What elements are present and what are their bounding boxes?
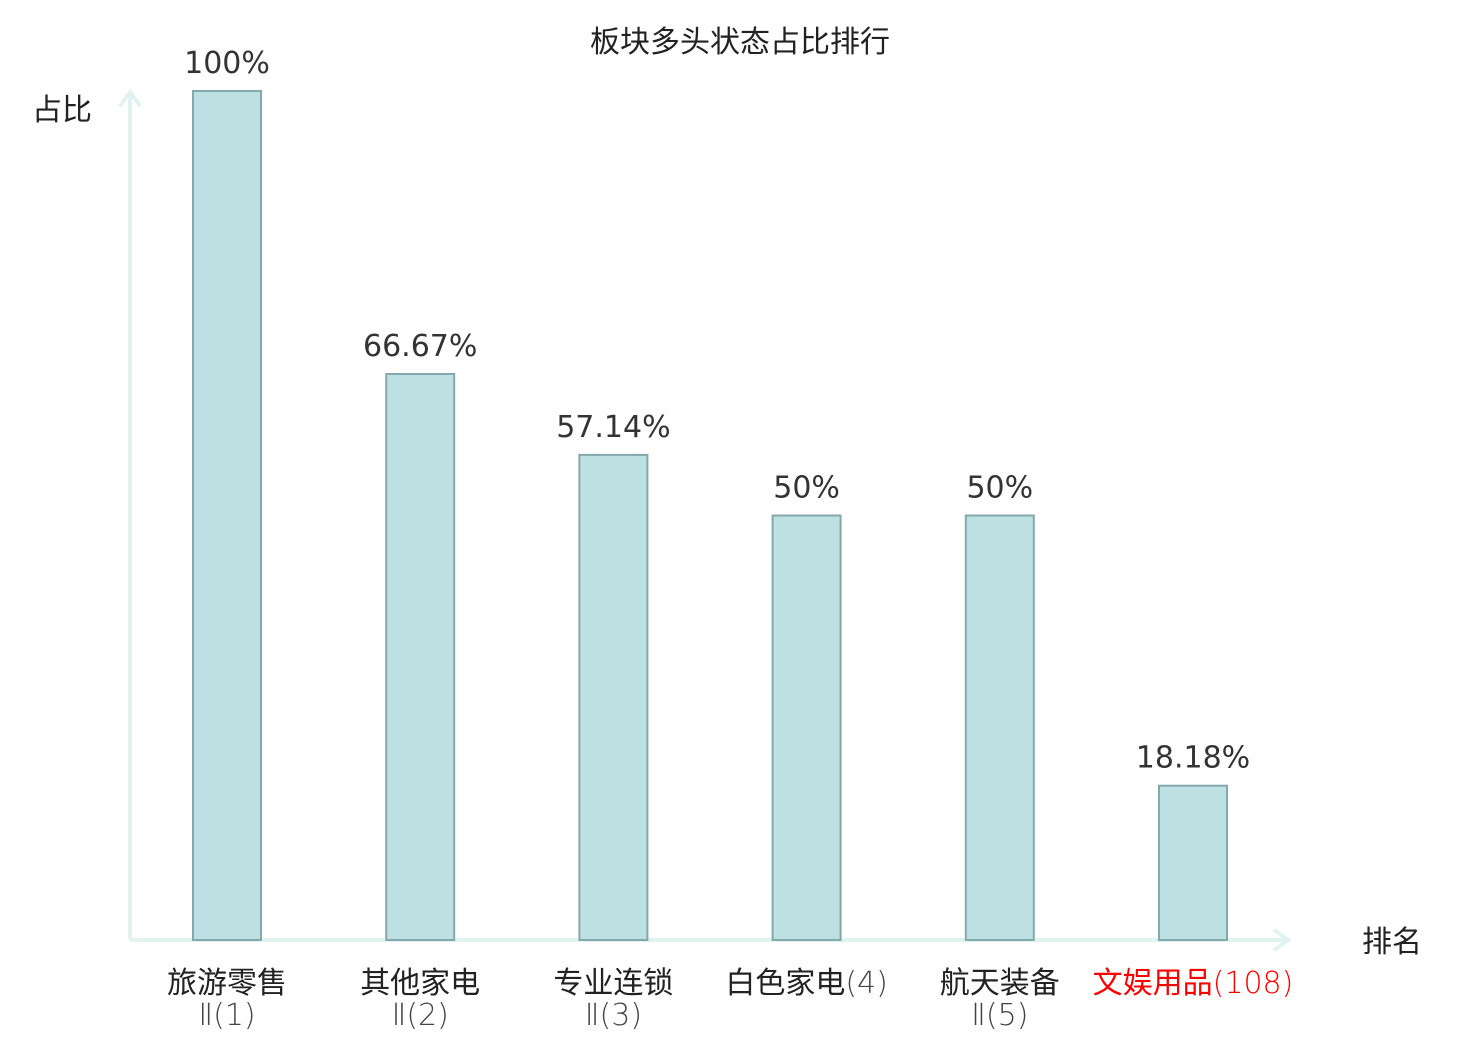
bar-value-label: 57.14%: [556, 410, 670, 445]
bar-value-label: 50%: [773, 471, 840, 506]
bar-value-label: 66.67%: [363, 329, 477, 364]
x-axis-arrow: [1272, 928, 1292, 952]
bar: [578, 453, 649, 941]
category-label: 白色家电(4): [725, 966, 888, 1001]
bar: [385, 373, 456, 941]
category-label: 文娱用品(108): [1093, 966, 1294, 1001]
category-label: 专业连锁: [553, 966, 673, 1001]
y-axis-arrow: [118, 88, 142, 108]
value-labels: 100% 66.67% 57.14% 50% 50% 18.18%: [184, 46, 1250, 776]
chart-title: 板块多头状态占比排行: [590, 25, 890, 60]
category-label: 其他家电: [360, 966, 480, 1001]
category-rank-label: Ⅱ(3): [585, 998, 642, 1033]
category-rank-label: Ⅱ(1): [198, 998, 255, 1033]
bar: [771, 514, 842, 941]
bar: [1158, 784, 1228, 942]
y-axis-label: 占比: [32, 93, 92, 128]
category-label: 航天装备: [940, 966, 1060, 1001]
category-label: 旅游零售: [167, 966, 287, 1001]
bars: [192, 90, 1228, 942]
bar: [192, 90, 262, 941]
bar-value-label: 18.18%: [1136, 741, 1250, 776]
category-rank-label: Ⅱ(2): [392, 998, 449, 1033]
bar-value-label: 100%: [184, 46, 270, 81]
bar: [964, 514, 1035, 941]
x-axis-label: 排名: [1362, 925, 1422, 960]
category-rank-label: Ⅱ(5): [971, 998, 1028, 1033]
bar-value-label: 50%: [966, 471, 1033, 506]
axes: [118, 88, 1292, 952]
